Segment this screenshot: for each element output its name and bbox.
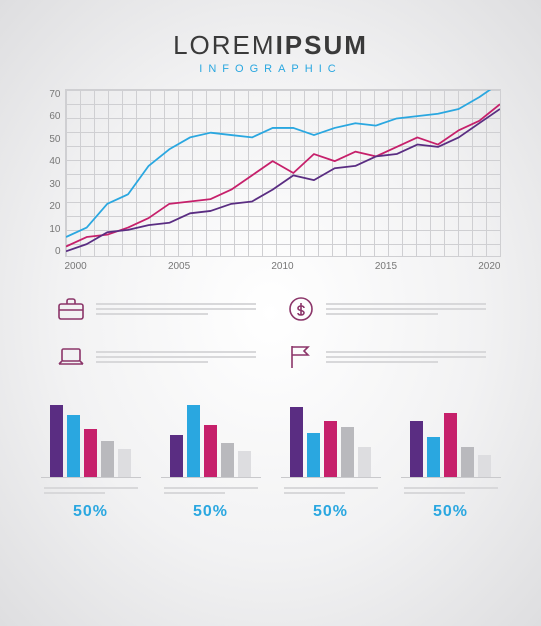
- bar: [290, 407, 303, 477]
- bar: [427, 437, 440, 477]
- bar-placeholder-text: [164, 484, 258, 497]
- bar-placeholder-text: [284, 484, 378, 497]
- x-axis: 2000 2005 2010 2015 2020: [65, 261, 501, 272]
- series-magenta: [66, 104, 500, 246]
- y-tick: 70: [41, 89, 61, 100]
- bar-percent: 50%: [313, 503, 348, 521]
- bar-percent: 50%: [73, 503, 108, 521]
- bar: [238, 451, 251, 477]
- bar-percent: 50%: [433, 503, 468, 521]
- bar: [101, 441, 114, 477]
- info-item: [286, 342, 486, 372]
- info-item: [286, 294, 486, 324]
- y-tick: 60: [41, 111, 61, 122]
- info-placeholder-text: [326, 348, 486, 366]
- subtitle: INFOGRAPHIC: [40, 63, 501, 75]
- y-tick: 30: [41, 179, 61, 190]
- title-bold: IPSUM: [276, 30, 368, 60]
- x-tick: 2015: [375, 261, 397, 272]
- bar: [221, 443, 234, 477]
- bar-placeholder-text: [44, 484, 138, 497]
- y-tick: 20: [41, 201, 61, 212]
- bar: [118, 449, 131, 477]
- bar: [307, 433, 320, 477]
- bar: [84, 429, 97, 477]
- bar-group: 50%: [401, 398, 501, 521]
- bar: [187, 405, 200, 477]
- bar-group: 50%: [161, 398, 261, 521]
- info-grid: [56, 294, 486, 372]
- dollar-icon: [286, 294, 316, 324]
- info-placeholder-text: [96, 348, 256, 366]
- info-placeholder-text: [96, 300, 256, 318]
- bar: [478, 455, 491, 477]
- bar: [341, 427, 354, 477]
- x-tick: 2000: [65, 261, 87, 272]
- y-tick: 50: [41, 134, 61, 145]
- bar-plot: [401, 398, 501, 478]
- bar-chart-row: 50% 50% 50% 50%: [41, 398, 501, 521]
- bar: [410, 421, 423, 477]
- flag-icon: [286, 342, 316, 372]
- bar: [204, 425, 217, 477]
- series-purple: [66, 109, 500, 251]
- y-tick: 0: [41, 246, 61, 257]
- bar-plot: [281, 398, 381, 478]
- line-chart: 70 60 50 40 30 20 10 0: [41, 89, 501, 257]
- bar: [358, 447, 371, 477]
- bar: [444, 413, 457, 477]
- y-tick: 10: [41, 224, 61, 235]
- x-tick: 2010: [271, 261, 293, 272]
- info-item: [56, 294, 256, 324]
- briefcase-icon: [56, 294, 86, 324]
- laptop-icon: [56, 342, 86, 372]
- x-tick: 2005: [168, 261, 190, 272]
- bar: [324, 421, 337, 477]
- bar: [67, 415, 80, 477]
- x-tick: 2020: [478, 261, 500, 272]
- y-axis: 70 60 50 40 30 20 10 0: [41, 89, 65, 257]
- title-light: LOREM: [173, 30, 275, 60]
- line-series: [66, 90, 500, 256]
- info-placeholder-text: [326, 300, 486, 318]
- plot-area: [65, 89, 501, 257]
- bar-placeholder-text: [404, 484, 498, 497]
- bar-plot: [41, 398, 141, 478]
- bar: [50, 405, 63, 477]
- bar: [461, 447, 474, 477]
- bar-group: 50%: [281, 398, 381, 521]
- bar: [170, 435, 183, 477]
- bar-percent: 50%: [193, 503, 228, 521]
- bar-plot: [161, 398, 261, 478]
- page-title: LOREMIPSUM INFOGRAPHIC: [40, 30, 501, 75]
- bar-group: 50%: [41, 398, 141, 521]
- info-item: [56, 342, 256, 372]
- y-tick: 40: [41, 156, 61, 167]
- series-blue: [66, 90, 500, 237]
